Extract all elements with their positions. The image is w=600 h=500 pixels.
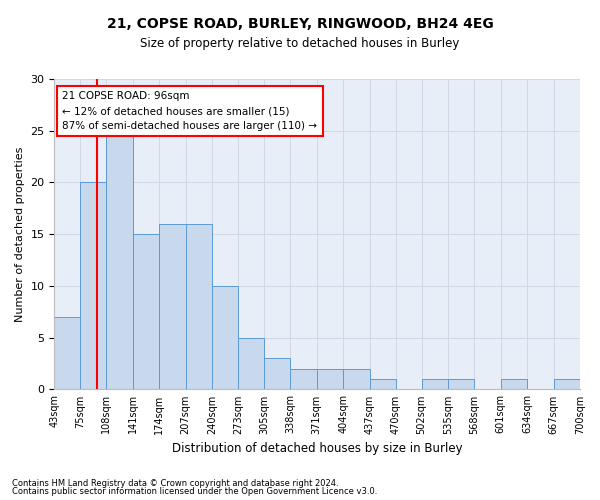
Bar [185, 224, 212, 390]
Bar [106, 130, 133, 390]
Bar [554, 379, 580, 390]
Text: Contains public sector information licensed under the Open Government Licence v3: Contains public sector information licen… [12, 487, 377, 496]
Text: 21 COPSE ROAD: 96sqm
← 12% of detached houses are smaller (15)
87% of semi-detac: 21 COPSE ROAD: 96sqm ← 12% of detached h… [62, 92, 317, 131]
Bar [159, 224, 185, 390]
Bar [238, 338, 264, 390]
Bar [264, 358, 290, 390]
Bar [212, 286, 238, 390]
Bar [80, 182, 106, 390]
Bar [317, 368, 343, 390]
Bar [370, 379, 396, 390]
Bar [343, 368, 370, 390]
Bar [501, 379, 527, 390]
Y-axis label: Number of detached properties: Number of detached properties [15, 146, 25, 322]
Text: Size of property relative to detached houses in Burley: Size of property relative to detached ho… [140, 38, 460, 51]
Bar [133, 234, 159, 390]
Bar [290, 368, 317, 390]
Bar [55, 317, 80, 390]
Text: Contains HM Land Registry data © Crown copyright and database right 2024.: Contains HM Land Registry data © Crown c… [12, 478, 338, 488]
Text: 21, COPSE ROAD, BURLEY, RINGWOOD, BH24 4EG: 21, COPSE ROAD, BURLEY, RINGWOOD, BH24 4… [107, 18, 493, 32]
Bar [448, 379, 475, 390]
Bar [422, 379, 448, 390]
X-axis label: Distribution of detached houses by size in Burley: Distribution of detached houses by size … [172, 442, 463, 455]
